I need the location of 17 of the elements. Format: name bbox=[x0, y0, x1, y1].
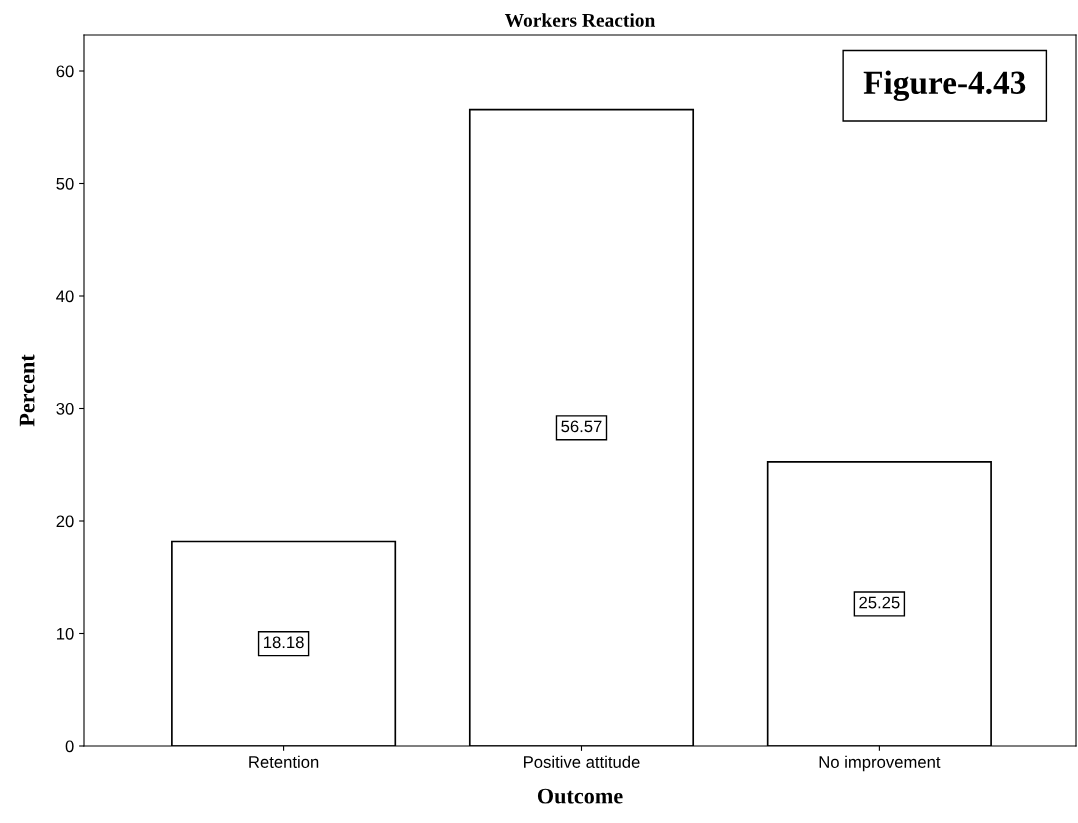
y-tick-label: 30 bbox=[56, 402, 74, 415]
data-label: 25.25 bbox=[859, 596, 900, 609]
y-tick-label: 20 bbox=[56, 515, 74, 528]
x-tick-label: Positive attitude bbox=[524, 755, 640, 768]
x-axis-title: Outcome bbox=[537, 788, 623, 804]
x-tick-label: Retention bbox=[249, 755, 319, 768]
y-tick-label: 0 bbox=[65, 740, 74, 753]
y-tick-label: 40 bbox=[56, 290, 74, 303]
annotation: Figure-4.43 bbox=[863, 70, 1026, 102]
y-tick-label: 60 bbox=[56, 65, 74, 78]
chart-title: Workers Reaction bbox=[504, 13, 656, 27]
data-label: 56.57 bbox=[561, 420, 602, 433]
y-tick-label: 50 bbox=[56, 177, 74, 190]
y-axis-title: Percent bbox=[19, 354, 35, 427]
data-label: 18.18 bbox=[264, 636, 304, 649]
y-tick-label: 10 bbox=[57, 627, 74, 640]
x-tick-label: No improvement bbox=[819, 755, 941, 772]
